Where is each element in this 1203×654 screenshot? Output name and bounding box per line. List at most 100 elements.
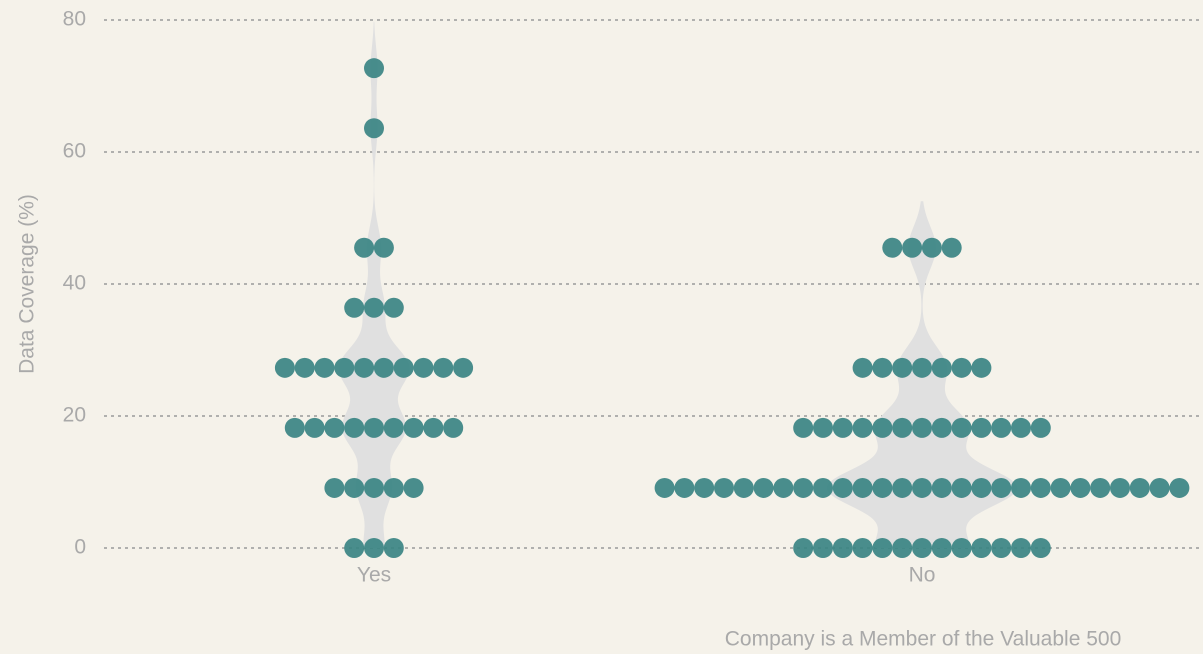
dot [1149,477,1170,498]
dot [1169,477,1190,498]
y-tick-label: 20 [63,404,86,427]
dot [364,538,384,558]
dot [991,417,1012,438]
dot [813,417,833,438]
dot [971,357,992,378]
dot [813,538,833,558]
dot [393,357,414,378]
dot [852,417,873,438]
dot [773,477,794,498]
dot [373,357,394,378]
x-axis-label: Company is a Member of the Valuable 500 [725,628,1122,651]
dot [373,237,394,258]
dot [344,538,365,558]
dot [1011,538,1031,558]
dot [951,477,972,498]
dot [971,417,992,438]
dot [674,477,695,498]
dot [324,417,345,438]
dot [931,417,952,438]
dot [1090,477,1111,498]
dot [413,357,434,378]
dot [892,357,913,378]
dot [793,477,814,498]
dot [971,477,992,498]
dot [714,477,734,498]
dot [324,477,345,498]
dot [1050,477,1071,498]
dot [1129,477,1150,498]
dot [813,477,833,498]
dot [364,118,384,139]
dot [892,538,913,558]
dot [931,477,952,498]
dot [1030,477,1051,498]
dot [354,357,375,378]
dot [1110,477,1130,498]
dot [364,297,384,318]
dot [403,417,424,438]
dot [284,417,305,438]
dot [314,357,335,378]
dot [453,357,474,378]
dot [931,538,952,558]
dot [274,357,295,378]
x-tick-label: Yes [357,564,391,587]
dot [872,538,893,558]
dot [733,477,754,498]
dot [304,417,325,438]
dot [951,538,972,558]
dot [991,538,1012,558]
dot [334,357,355,378]
dot [1030,538,1051,558]
dot [991,477,1012,498]
dot [753,477,774,498]
dot [654,477,675,498]
dot [433,357,454,378]
dot [912,417,932,438]
dot [383,297,404,318]
dot [354,237,375,258]
dot [383,477,404,498]
dot [1030,417,1051,438]
dot [912,538,932,558]
dot [1011,417,1031,438]
dot [852,538,873,558]
y-tick-label: 80 [63,8,86,31]
y-axis-label: Data Coverage (%) [16,194,39,374]
dot [832,477,853,498]
dot [1070,477,1091,498]
dot [852,357,873,378]
dot [383,417,404,438]
dot [971,538,992,558]
dot [872,357,893,378]
dot [694,477,715,498]
dot [951,357,972,378]
dot [364,417,384,438]
dot [882,237,903,258]
y-tick-label: 40 [63,272,86,295]
dot [931,357,952,378]
dot [941,237,962,258]
dot [793,417,814,438]
dot [892,417,913,438]
y-tick-label: 0 [74,536,86,559]
dot [912,477,932,498]
dot [364,58,384,79]
dot [852,477,873,498]
dot [912,357,932,378]
dot [423,417,444,438]
dot [344,417,365,438]
dot [951,417,972,438]
violin [338,21,410,548]
dot [1011,477,1031,498]
dot [294,357,315,378]
dot [921,237,942,258]
dot [443,417,464,438]
dot [832,417,853,438]
dot [872,477,893,498]
x-tick-label: No [909,564,936,587]
dot [902,237,923,258]
dot [872,417,893,438]
